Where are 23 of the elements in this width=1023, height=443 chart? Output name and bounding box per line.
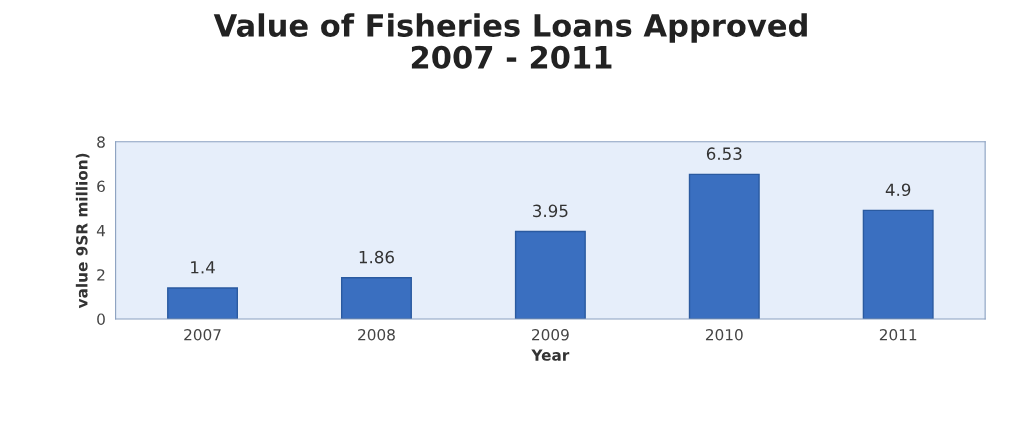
bar <box>514 230 586 319</box>
data-label: 3.95 <box>533 204 568 218</box>
x-tick-label: 2007 <box>184 328 221 341</box>
y-tick-label: 2 <box>97 269 105 281</box>
x-axis-title: Year <box>531 349 570 361</box>
data-label: 6.53 <box>706 147 742 160</box>
y-axis-title: value 9SR million) <box>75 153 90 309</box>
y-tick-label: 4 <box>96 225 106 237</box>
bar <box>340 277 412 319</box>
x-tick-label: 2010 <box>705 328 743 341</box>
x-tick-label: 2008 <box>358 328 395 341</box>
y-tick-label: 0 <box>97 313 105 325</box>
data-label: 1.86 <box>359 250 394 264</box>
x-tick-label: 2009 <box>532 328 569 341</box>
bar <box>167 287 239 319</box>
y-tick-label: 6 <box>97 180 105 193</box>
y-tick-label: 8 <box>97 136 105 148</box>
bar <box>688 173 760 319</box>
chart-title: Value of Fisheries Loans Approved 2007 - 2011 <box>213 13 807 69</box>
data-label: 4.9 <box>885 183 911 197</box>
bar <box>862 209 934 319</box>
x-tick-label: 2011 <box>879 328 917 341</box>
data-label: 1.4 <box>191 261 215 274</box>
